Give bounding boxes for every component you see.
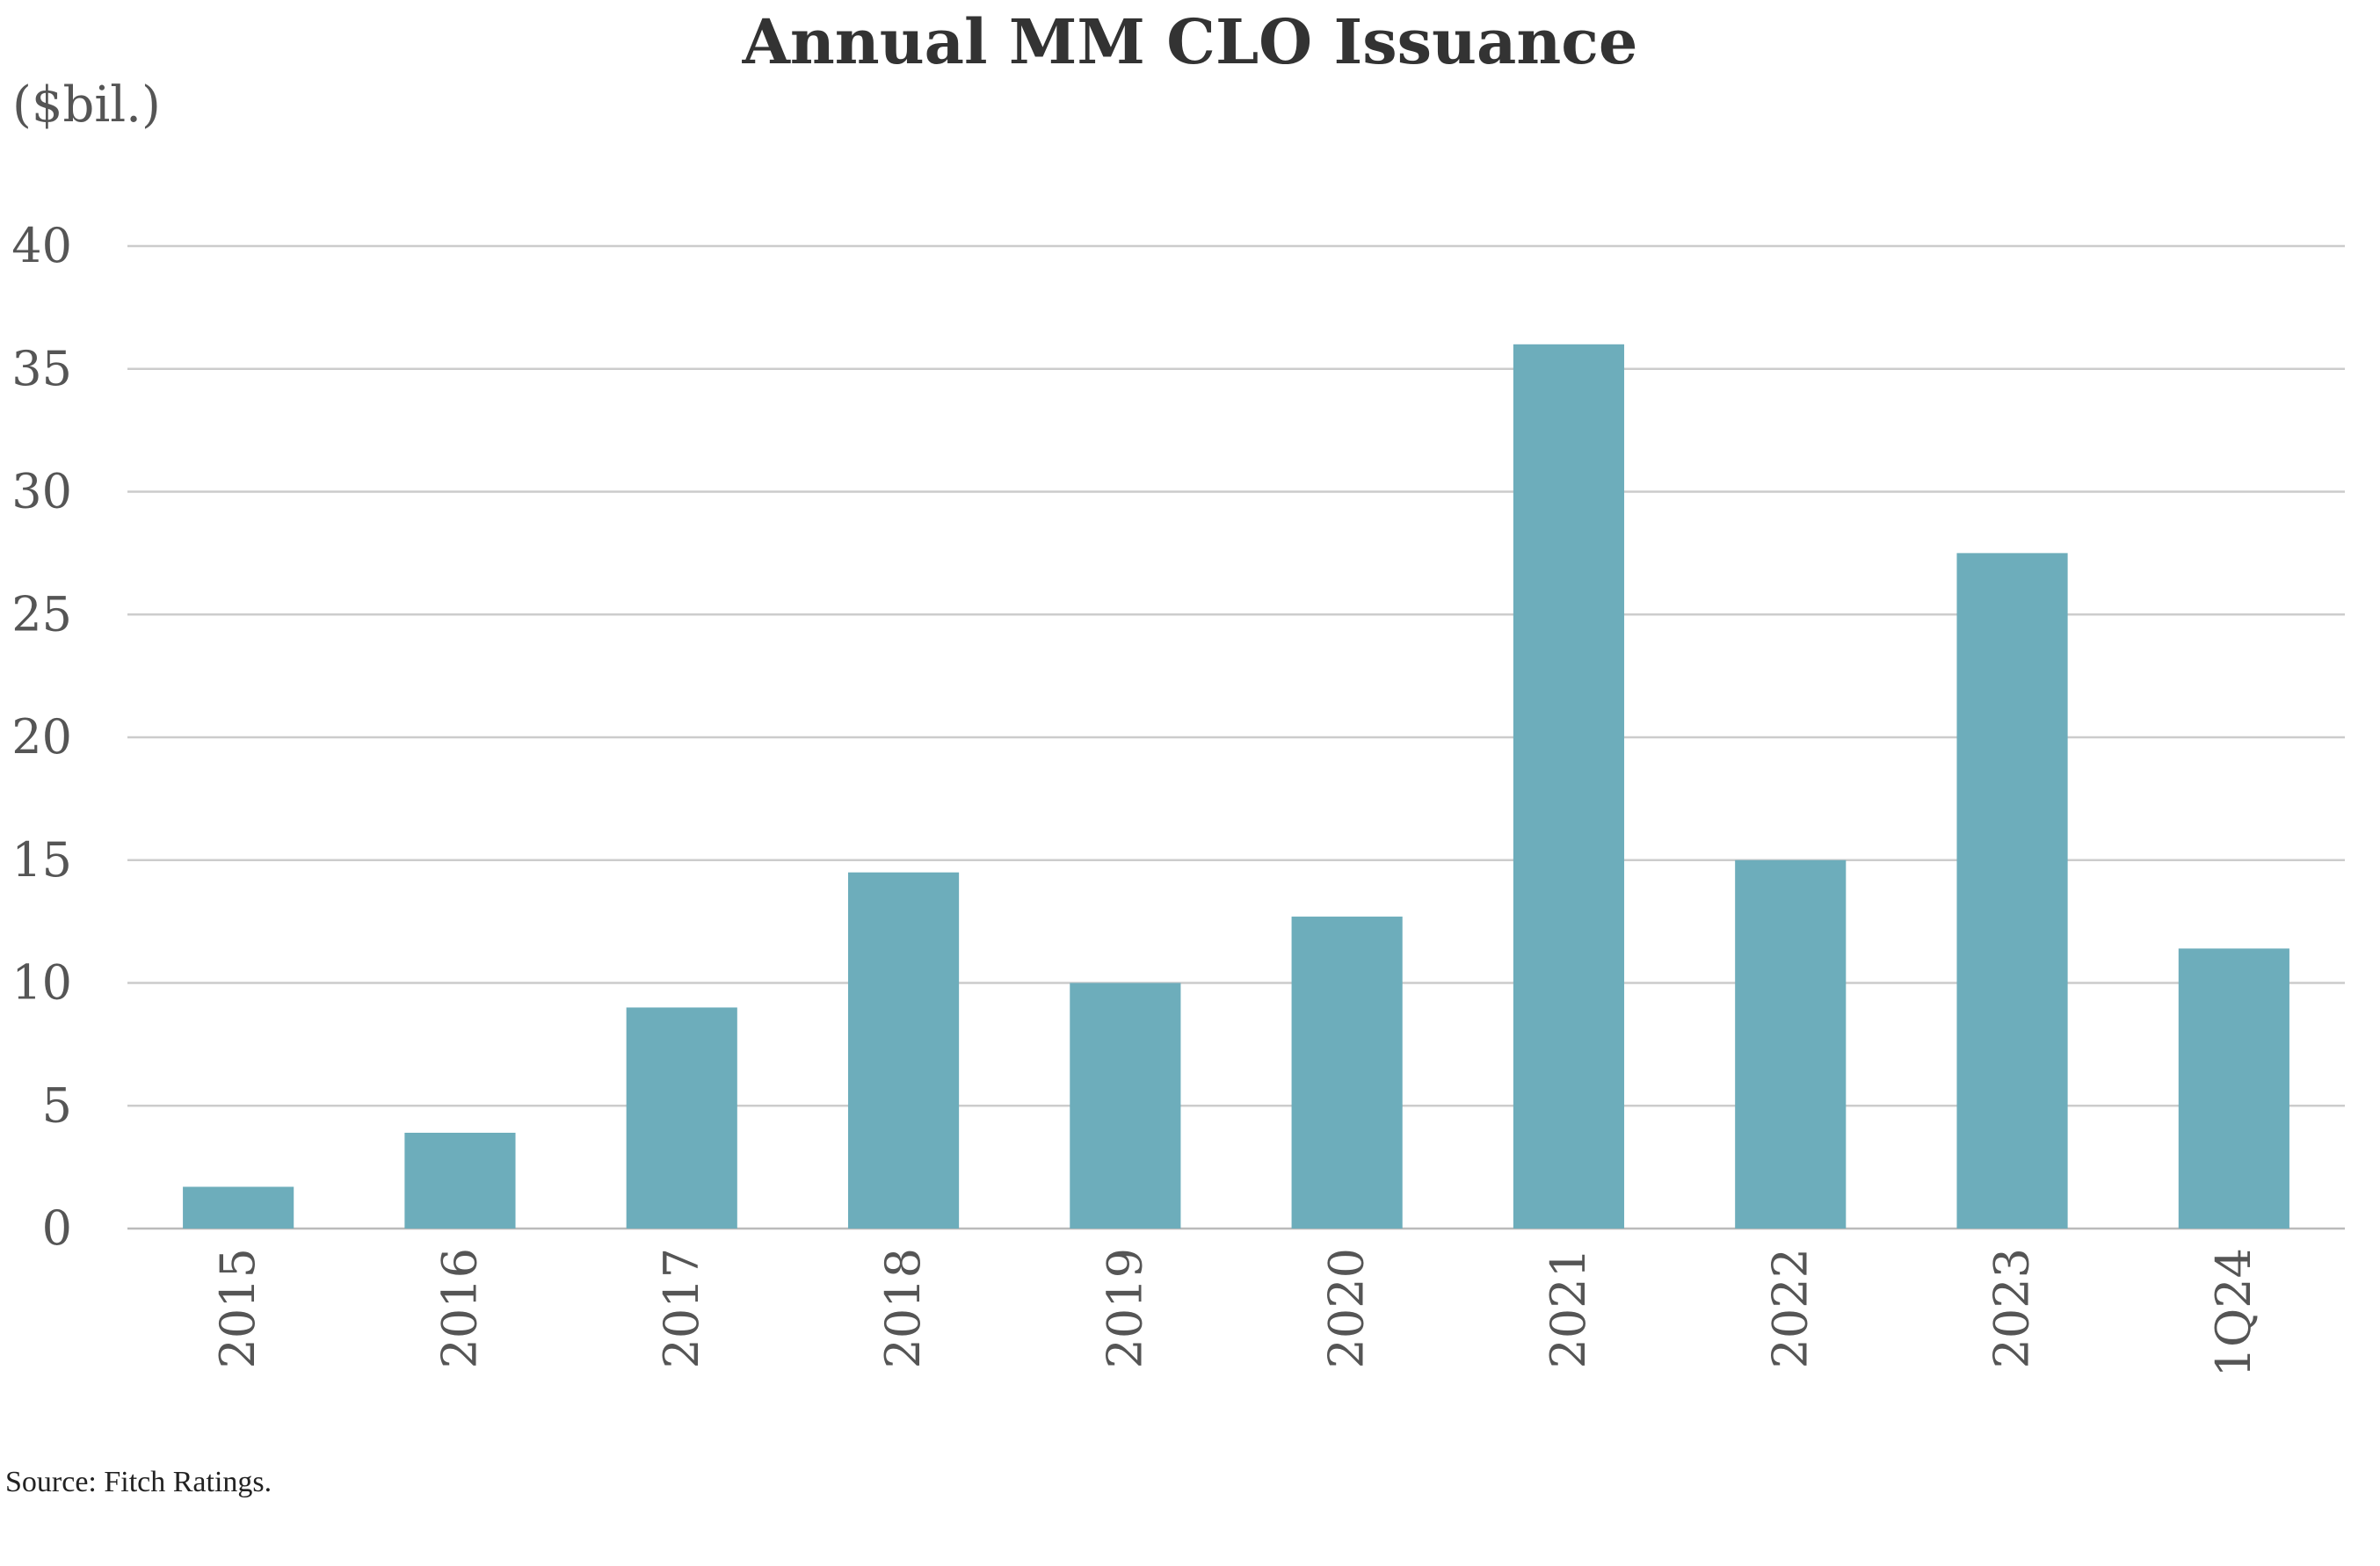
bar-2018 xyxy=(847,872,960,1229)
bar-2021 xyxy=(1513,344,1625,1229)
bar-2016 xyxy=(404,1132,516,1229)
y-tick-label-15: 15 xyxy=(11,832,72,888)
y-tick-label-0: 0 xyxy=(42,1200,72,1256)
bar-2015 xyxy=(183,1186,294,1229)
x-tick-label-2015: 2015 xyxy=(210,1248,265,1368)
bar-2022 xyxy=(1735,859,1847,1229)
y-tick-label-25: 25 xyxy=(11,586,72,642)
y-tick-label-40: 40 xyxy=(11,218,72,273)
x-tick-label-2018: 2018 xyxy=(875,1248,931,1368)
x-tick-label-2021: 2021 xyxy=(1541,1248,1596,1368)
bar-2019 xyxy=(1070,982,1181,1229)
x-tick-label-2017: 2017 xyxy=(654,1248,709,1368)
source-note: Source: Fitch Ratings. xyxy=(5,1466,272,1498)
y-axis-unit-label: ($bil.) xyxy=(12,76,161,134)
y-tick-label-35: 35 xyxy=(11,341,72,396)
bars xyxy=(183,344,2289,1229)
y-tick-label-10: 10 xyxy=(11,955,72,1011)
x-tick-label-2020: 2020 xyxy=(1319,1248,1375,1368)
x-tick-label-2022: 2022 xyxy=(1762,1248,1818,1368)
x-tick-label-2016: 2016 xyxy=(432,1248,487,1368)
chart-title: Annual MM CLO Issuance xyxy=(742,5,1638,78)
x-tick-label-1Q24: 1Q24 xyxy=(2206,1248,2261,1377)
bar-2017 xyxy=(626,1007,737,1229)
gridlines xyxy=(127,244,2345,1230)
y-tick-label-30: 30 xyxy=(11,464,72,519)
bar-2023 xyxy=(1956,553,2068,1229)
x-tick-label-2019: 2019 xyxy=(1097,1248,1152,1368)
bar-1Q24 xyxy=(2178,948,2289,1229)
x-tick-label-2023: 2023 xyxy=(1985,1248,2040,1368)
y-axis-ticks: 0 5 10 15 20 25 30 35 40 xyxy=(11,218,72,1256)
y-tick-label-5: 5 xyxy=(42,1077,72,1133)
y-tick-label-20: 20 xyxy=(11,709,72,765)
x-axis-ticks: 2015 2016 2017 2018 2019 2020 2021 2022 2023 1Q24 xyxy=(210,1248,2261,1377)
bar-2020 xyxy=(1291,917,1403,1229)
